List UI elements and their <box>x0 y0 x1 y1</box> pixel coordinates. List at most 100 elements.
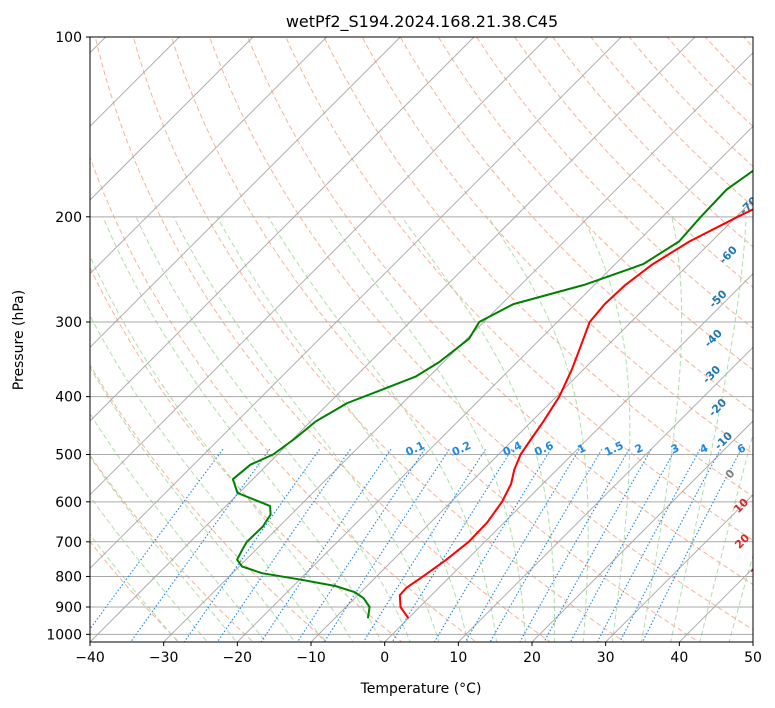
moist-adiabat-2 <box>90 455 238 642</box>
moist-adiabat-15 <box>582 216 631 642</box>
dry-adiabat-18 <box>590 37 753 208</box>
isotherm-13 <box>310 199 753 642</box>
mixing-ratio-line-17 <box>641 449 742 642</box>
dry-adiabat-2 <box>90 364 329 642</box>
wetbulb-label-2: -80 <box>756 147 775 170</box>
x-axis-ticks: −40 −30 −20 −10 0 10 20 30 40 50 <box>75 642 762 666</box>
wetbulb-label-3: -70 <box>737 194 760 217</box>
mixing-ratio-line-7 <box>362 449 486 642</box>
wetbulb-label-9: -10 <box>712 429 735 452</box>
mixing-ratio-line-1 <box>129 448 271 642</box>
moist-adiabat-6 <box>90 255 354 642</box>
dry-adiabat-3 <box>90 266 403 642</box>
dry-adiabat-5 <box>94 37 552 642</box>
y-tick-label-8: 900 <box>55 600 82 616</box>
mixing-ratio-line-4 <box>260 448 392 642</box>
wetbulb-label-4: -60 <box>717 243 740 266</box>
dry-adiabat-13 <box>399 37 753 413</box>
isotherm-8 <box>90 37 549 496</box>
isotherm-7 <box>90 37 475 422</box>
x-tick-label-8: 40 <box>670 650 688 666</box>
y-tick-label-7: 800 <box>55 569 82 585</box>
moist-adiabat-5 <box>90 314 325 642</box>
isotherm-12 <box>236 125 753 642</box>
dry-adiabat-4 <box>90 156 477 642</box>
profiles <box>231 169 753 619</box>
mixing-ratio-line-9 <box>433 449 552 642</box>
mixing-ratio-line-8 <box>391 449 513 642</box>
moist-adiabat-16 <box>640 216 683 642</box>
dry-adiabat-14 <box>437 37 753 371</box>
moist-adiabat-12 <box>328 216 526 642</box>
isotherm-19 <box>752 641 753 642</box>
moist-adiabat-13 <box>401 216 555 642</box>
dry-adiabat-7 <box>171 37 700 642</box>
moist-adiabat-0 <box>90 533 179 642</box>
y-tick-label-4: 500 <box>55 448 82 464</box>
y-axis-label: Pressure (hPa) <box>11 290 27 390</box>
moist-adiabat-18 <box>699 432 753 642</box>
moist-adiabat-14 <box>487 216 589 642</box>
mixing-ratio-line-16 <box>619 449 721 642</box>
mixing-ratio-line-6 <box>323 448 450 642</box>
moist-adiabat-9 <box>173 216 440 642</box>
dry-adiabat-8 <box>209 37 753 631</box>
mixing-ratio-label-5: 1.5 <box>602 439 625 459</box>
isotherm-4 <box>90 37 254 201</box>
isotherm-10 <box>90 37 696 642</box>
moist-adiabat-7 <box>102 216 383 642</box>
x-tick-label-6: 20 <box>523 650 541 666</box>
mixing-ratio-line-5 <box>296 448 426 642</box>
x-tick-label-0: −40 <box>75 650 105 666</box>
moist-adiabat-10 <box>216 216 469 642</box>
mixing-ratio-line-2 <box>183 448 321 642</box>
wetbulb-label-6: -40 <box>702 327 725 350</box>
dewpoint-profile <box>231 169 753 619</box>
mixing-ratio-label-3: 0.6 <box>532 439 555 459</box>
dry-adiabat-12 <box>361 37 753 455</box>
moist-adiabat-17 <box>670 216 747 642</box>
y-tick-label-0: 100 <box>55 30 82 46</box>
moist-adiabat-3 <box>90 412 267 642</box>
chart-title: wetPf2_S194.2024.168.21.38.C45 <box>286 12 558 32</box>
mixing-ratio-line-0 <box>90 448 224 630</box>
x-tick-label-7: 30 <box>597 650 615 666</box>
x-axis-label: Temperature (°C) <box>360 681 482 697</box>
y-tick-label-3: 400 <box>55 390 82 406</box>
y-axis-ticks: 100 200 300 400 500 600 700 800 900 1000 <box>46 30 90 643</box>
isotherm-16 <box>531 420 753 642</box>
temperature-profile <box>398 208 753 619</box>
y-tick-label-5: 600 <box>55 495 82 511</box>
dry-adiabat-1 <box>90 454 254 642</box>
dry-adiabat-15 <box>475 37 753 329</box>
dry-adiabat-0 <box>90 540 180 642</box>
isotherm-6 <box>90 37 402 349</box>
mixing-ratio-lines <box>90 448 742 642</box>
isotherms <box>90 37 753 642</box>
y-tick-label-2: 300 <box>55 315 82 331</box>
mixing-ratio-line-15 <box>596 449 701 642</box>
dry-adiabat-16 <box>514 37 753 288</box>
dry-adiabat-17 <box>552 37 753 248</box>
moist-adiabat-4 <box>90 366 296 642</box>
isotherm-9 <box>90 37 623 570</box>
mixing-ratio-line-13 <box>543 449 652 642</box>
moist-adiabat-1 <box>90 495 208 642</box>
mixing-ratio-line-14 <box>569 449 676 642</box>
x-tick-label-9: 50 <box>744 650 762 666</box>
x-tick-label-4: 0 <box>380 650 389 666</box>
isobars <box>90 37 753 635</box>
isotherm-17 <box>604 493 753 642</box>
dry-adiabat-label-1: 20 <box>732 531 752 551</box>
dry-adiabat-9 <box>247 37 753 586</box>
mixing-ratio-line-10 <box>464 449 580 642</box>
mixing-ratio-label-1: 0.2 <box>450 439 473 459</box>
dry-adiabat-label-2: 30 <box>748 559 768 579</box>
moist-adiabat-11 <box>267 216 498 642</box>
mixing-ratio-line-11 <box>489 449 603 642</box>
plot-frame <box>89 36 754 643</box>
y-tick-label-6: 700 <box>55 535 82 551</box>
dry-adiabat-11 <box>323 37 753 498</box>
isotherm-15 <box>457 346 753 642</box>
